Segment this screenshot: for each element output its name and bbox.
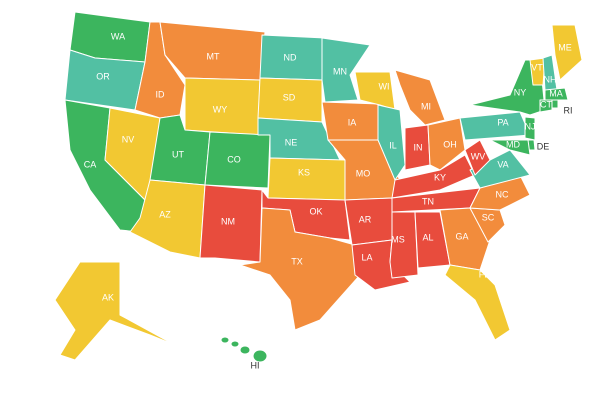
state-label: WA [111,31,125,41]
state-label: MT [207,51,220,61]
state-label: OH [443,139,457,149]
state-shape [199,184,263,263]
state-label: OR [96,71,110,81]
state-shape [239,207,361,331]
state-label: SC [482,212,495,222]
state-label: DE [537,141,550,151]
state-label: IN [414,142,423,152]
state-shape [54,261,176,361]
state-shape [544,87,569,101]
state-shape [252,349,268,363]
state-label: CA [84,159,97,169]
state-shape [459,111,531,141]
state-label: IA [348,117,357,127]
state-shape [542,54,558,91]
state-shape [524,116,536,141]
state-label: AK [102,292,114,302]
state-label: MO [356,168,371,178]
state-label: NJ [525,121,536,131]
state-shape [321,37,371,103]
state-label: KS [298,167,310,177]
state-label: WY [213,104,228,114]
state-label: NY [514,87,527,97]
state-shape [389,211,419,279]
state-label: MI [421,101,431,111]
state-label: RI [564,105,573,115]
state-shape [551,24,583,81]
state-label: UT [172,149,184,159]
state-label: NE [285,137,298,147]
state-shape [439,207,491,271]
state-shape [489,139,531,156]
state-label: NH [544,74,557,84]
state-label: SD [283,92,296,102]
state-label: TN [422,196,434,206]
state-label: NM [221,216,235,226]
state-shape [427,117,466,171]
state-shape [551,99,559,109]
state-label: LA [361,252,372,262]
state-shape [539,99,553,113]
state-label: MS [391,234,405,244]
state-label: AL [422,232,433,242]
state-label: WI [379,81,390,91]
state-shape [529,57,546,86]
state-shape [239,345,251,355]
state-shape [394,69,446,126]
state-label: ID [156,89,166,99]
state-label: VA [497,159,508,169]
state-label: AR [359,214,372,224]
state-label: PA [497,117,508,127]
state-shape [377,104,406,181]
state-label: ND [284,52,297,62]
state-label: TX [291,256,303,266]
state-shape [220,336,230,344]
state-shape [464,139,491,176]
state-label: WV [471,151,486,161]
state-label: VT [531,62,543,72]
state-label: NC [496,189,509,199]
state-label: MN [333,66,347,76]
state-label: OK [309,206,322,216]
state-label: KY [434,172,446,182]
state-shape [230,340,240,348]
state-label: ME [558,42,572,52]
state-label: AZ [159,209,171,219]
state-label: MD [506,139,520,149]
state-shape [267,157,346,201]
state-label: HI [251,360,260,370]
state-label: CT [540,99,552,109]
state-label: CO [227,154,241,164]
state-label: GA [455,231,468,241]
state-label: NV [122,134,135,144]
state-shape [444,264,511,341]
state-label: IL [389,140,397,150]
state-label: MA [549,88,563,98]
state-label: FL [479,269,490,279]
